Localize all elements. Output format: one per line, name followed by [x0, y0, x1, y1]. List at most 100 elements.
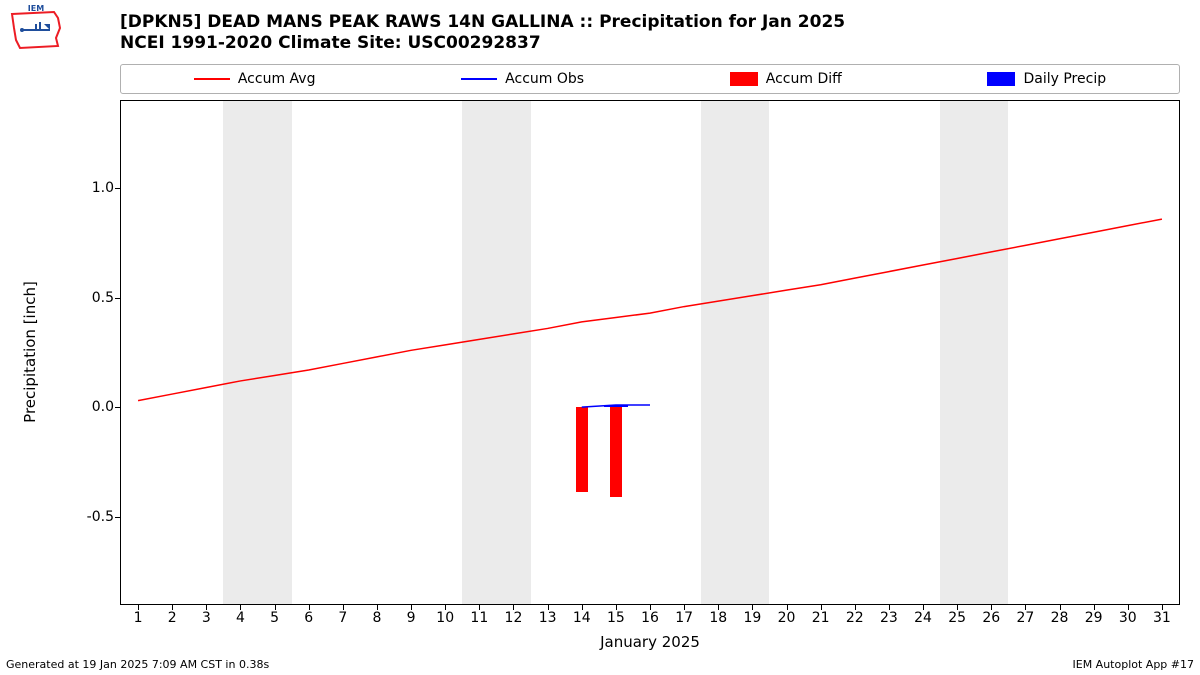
y-tick-label: 1.0: [64, 180, 114, 196]
footer-app: IEM Autoplot App #17: [1073, 658, 1195, 671]
x-tick-label: 22: [846, 610, 864, 626]
x-tick-label: 23: [880, 610, 898, 626]
x-tick-mark: [787, 605, 788, 610]
x-tick-label: 25: [948, 610, 966, 626]
x-tick-label: 27: [1016, 610, 1034, 626]
x-tick-label: 19: [743, 610, 761, 626]
x-tick-label: 12: [505, 610, 523, 626]
weekend-band: [223, 101, 291, 604]
x-tick-label: 4: [236, 610, 245, 626]
legend-item: Accum Avg: [194, 71, 316, 87]
x-tick-label: 29: [1085, 610, 1103, 626]
x-tick-label: 1: [134, 610, 143, 626]
x-tick-mark: [957, 605, 958, 610]
chart-plot-area: [120, 100, 1180, 605]
x-tick-label: 13: [539, 610, 557, 626]
x-tick-mark: [1025, 605, 1026, 610]
x-tick-label: 7: [338, 610, 347, 626]
x-tick-mark: [1060, 605, 1061, 610]
x-tick-mark: [1128, 605, 1129, 610]
daily-precip-bar: [604, 405, 628, 407]
legend-item: Accum Diff: [730, 71, 842, 87]
x-axis-label: January 2025: [120, 633, 1180, 651]
x-tick-mark: [923, 605, 924, 610]
y-tick-label: 0.0: [64, 399, 114, 415]
legend-label: Accum Avg: [238, 71, 316, 87]
chart-title: [DPKN5] DEAD MANS PEAK RAWS 14N GALLINA …: [120, 12, 845, 55]
x-tick-label: 16: [641, 610, 659, 626]
x-tick-mark: [752, 605, 753, 610]
legend-patch-swatch: [730, 72, 758, 86]
legend-label: Daily Precip: [1023, 71, 1106, 87]
weekend-band: [701, 101, 769, 604]
legend-label: Accum Obs: [505, 71, 584, 87]
x-tick-label: 8: [372, 610, 381, 626]
weekend-band: [940, 101, 1008, 604]
legend-patch-swatch: [987, 72, 1015, 86]
x-tick-mark: [138, 605, 139, 610]
x-tick-label: 10: [436, 610, 454, 626]
y-axis-label: Precipitation [inch]: [21, 281, 39, 423]
footer-generated: Generated at 19 Jan 2025 7:09 AM CST in …: [6, 658, 269, 671]
y-tick-mark: [115, 188, 120, 189]
x-tick-label: 15: [607, 610, 625, 626]
x-tick-mark: [309, 605, 310, 610]
x-tick-label: 21: [812, 610, 830, 626]
y-tick-mark: [115, 517, 120, 518]
x-tick-mark: [855, 605, 856, 610]
x-tick-mark: [479, 605, 480, 610]
legend-line-swatch: [461, 78, 497, 80]
x-tick-mark: [240, 605, 241, 610]
x-tick-label: 6: [304, 610, 313, 626]
weekend-band: [462, 101, 530, 604]
y-tick-mark: [115, 298, 120, 299]
x-tick-label: 3: [202, 610, 211, 626]
svg-text:IEM: IEM: [28, 4, 44, 13]
x-tick-mark: [821, 605, 822, 610]
x-tick-label: 18: [709, 610, 727, 626]
iem-logo-icon: IEM: [6, 4, 66, 54]
chart-title-line2: NCEI 1991-2020 Climate Site: USC00292837: [120, 33, 845, 54]
x-tick-mark: [548, 605, 549, 610]
x-tick-mark: [411, 605, 412, 610]
accum-diff-bar: [576, 407, 588, 492]
legend-label: Accum Diff: [766, 71, 842, 87]
x-tick-mark: [616, 605, 617, 610]
x-tick-mark: [718, 605, 719, 610]
x-tick-label: 9: [407, 610, 416, 626]
x-tick-mark: [650, 605, 651, 610]
x-tick-mark: [377, 605, 378, 610]
x-tick-mark: [206, 605, 207, 610]
x-tick-label: 20: [778, 610, 796, 626]
x-tick-mark: [275, 605, 276, 610]
x-tick-label: 14: [573, 610, 591, 626]
x-tick-label: 26: [982, 610, 1000, 626]
x-tick-mark: [889, 605, 890, 610]
x-tick-label: 31: [1153, 610, 1171, 626]
y-tick-mark: [115, 407, 120, 408]
x-tick-label: 28: [1051, 610, 1069, 626]
accum-diff-bar: [610, 407, 622, 497]
x-tick-label: 17: [675, 610, 693, 626]
legend-item: Daily Precip: [987, 71, 1106, 87]
x-tick-mark: [1094, 605, 1095, 610]
x-tick-mark: [172, 605, 173, 610]
x-tick-mark: [513, 605, 514, 610]
y-tick-label: -0.5: [64, 509, 114, 525]
x-tick-mark: [582, 605, 583, 610]
chart-title-line1: [DPKN5] DEAD MANS PEAK RAWS 14N GALLINA …: [120, 12, 845, 33]
x-tick-mark: [445, 605, 446, 610]
x-tick-mark: [991, 605, 992, 610]
x-tick-label: 5: [270, 610, 279, 626]
x-tick-label: 24: [914, 610, 932, 626]
x-tick-mark: [684, 605, 685, 610]
x-tick-label: 11: [470, 610, 488, 626]
legend-item: Accum Obs: [461, 71, 584, 87]
legend-line-swatch: [194, 78, 230, 80]
x-tick-mark: [343, 605, 344, 610]
x-tick-mark: [1162, 605, 1163, 610]
accum-avg-line: [138, 219, 1162, 401]
x-tick-label: 2: [168, 610, 177, 626]
chart-legend: Accum Avg Accum Obs Accum Diff Daily Precip: [120, 64, 1180, 94]
y-tick-label: 0.5: [64, 290, 114, 306]
